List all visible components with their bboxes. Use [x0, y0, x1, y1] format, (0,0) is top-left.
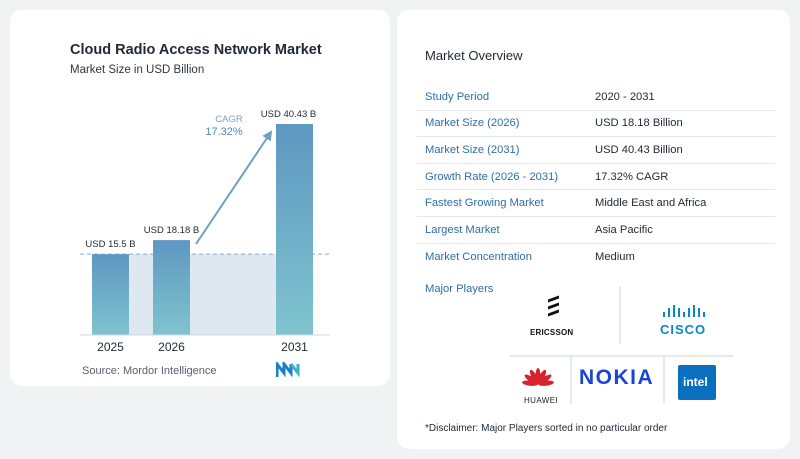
overview-row-label: Market Size (2026)	[425, 117, 520, 130]
market-overview-card	[397, 10, 790, 449]
overview-row-value: Medium	[595, 250, 635, 263]
bar-chart: USD 15.5 B 2025 USD 18.18 B 2026 USD 40.43 B…	[80, 109, 330, 354]
overview-row-label: Study Period	[425, 90, 490, 103]
cisco-logo-text: CISCO	[660, 322, 707, 337]
bar-2025	[92, 254, 129, 335]
overview-row: Growth Rate (2026 - 2031) 17.32% CAGR	[417, 164, 775, 191]
chart-subtitle: Market Size in USD Billion	[70, 64, 205, 76]
disclaimer: *Disclaimer: Major Players sorted in no …	[425, 423, 668, 434]
tick-label-2025: 2025	[97, 340, 124, 354]
chart-title: Cloud Radio Access Network Market	[70, 42, 322, 58]
bar-2031	[276, 124, 313, 335]
bar-2026	[153, 240, 190, 335]
data-label-2025: USD 15.5 B	[85, 239, 135, 250]
overview-row-value: USD 18.18 Billion	[595, 117, 683, 130]
tick-label-2026: 2026	[158, 340, 185, 354]
overview-row: Market Size (2031) USD 40.43 Billion	[417, 137, 775, 164]
ericsson-logo-icon	[548, 295, 559, 317]
cagr-value: 17.32%	[205, 126, 243, 138]
overview-row: Fastest Growing Market Middle East and Af…	[417, 190, 775, 217]
overview-row-value: Asia Pacific	[595, 223, 653, 236]
overview-row-value: USD 40.43 Billion	[595, 143, 683, 156]
nokia-logo-text: NOKIA	[579, 366, 655, 389]
overview-row-label: Fastest Growing Market	[425, 197, 544, 210]
data-label-2026: USD 18.18 B	[144, 225, 199, 236]
cagr-arrow	[195, 130, 273, 245]
overview-row-label: Market Concentration	[425, 250, 532, 263]
overview-row-label: Growth Rate (2026 - 2031)	[425, 170, 559, 183]
huawei-logo-icon	[522, 368, 554, 386]
overview-row: Market Concentration Medium	[417, 244, 775, 271]
ericsson-logo-text: ERICSSON	[530, 328, 574, 337]
intel-logo-text: intel	[683, 375, 708, 389]
cisco-logo-icon	[663, 305, 705, 317]
tick-label-2031: 2031	[281, 340, 308, 354]
data-label-2031: USD 40.43 B	[261, 109, 316, 120]
cagr-label: CAGR	[215, 114, 243, 125]
overview-table: Study Period 2020 - 2031 Market Size (2026…	[417, 84, 775, 270]
overview-row-value: Middle East and Africa	[595, 197, 707, 210]
overview-row: Market Size (2026) USD 18.18 Billion	[417, 111, 775, 138]
overview-row-label: Largest Market	[425, 223, 500, 236]
overview-row-label: Market Size (2031)	[425, 143, 520, 156]
overview-row: Study Period 2020 - 2031	[417, 84, 775, 111]
source-note: Source: Mordor Intelligence	[82, 365, 217, 377]
mordor-logo-icon	[276, 362, 300, 378]
overview-row-value: 17.32% CAGR	[595, 170, 669, 183]
overview-row-value: 2020 - 2031	[595, 90, 655, 103]
intel-logo-icon	[678, 365, 716, 400]
overview-row: Largest Market Asia Pacific	[417, 217, 775, 244]
huawei-logo-text: HUAWEI	[524, 396, 559, 405]
players-title: Major Players	[425, 283, 494, 295]
overview-title: Market Overview	[425, 48, 523, 63]
